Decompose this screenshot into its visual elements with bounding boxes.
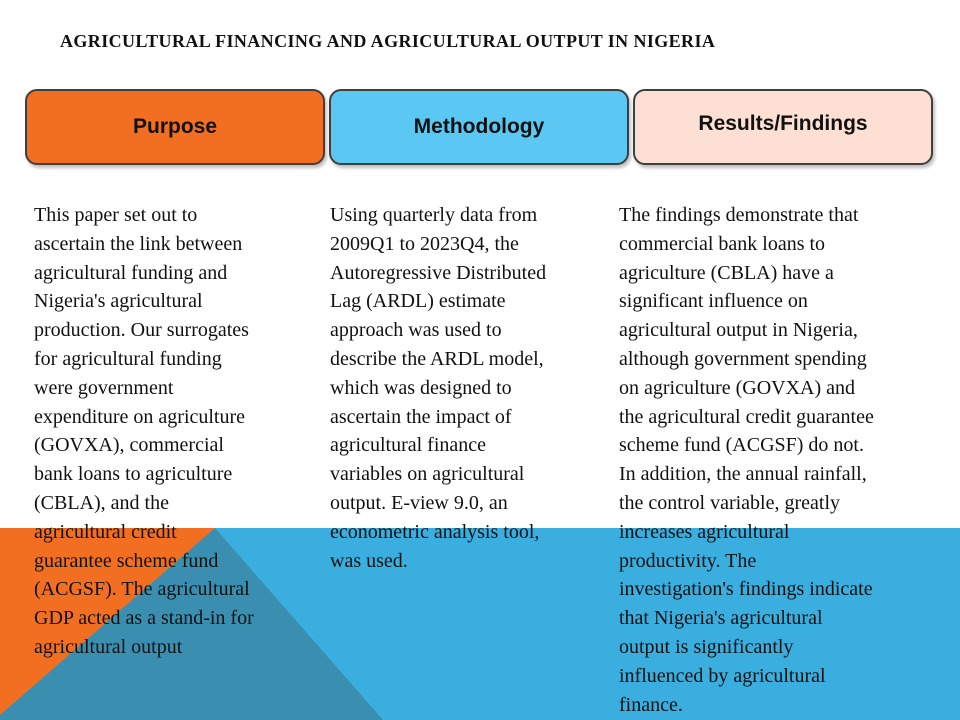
purpose-header-box: Purpose: [25, 89, 325, 165]
results-header-label: Results/Findings: [698, 112, 868, 135]
results-text: The findings demonstrate that commercial…: [619, 204, 874, 716]
methodology-header-label: Methodology: [413, 115, 545, 138]
methodology-text: Using quarterly data from 2009Q1 to 2023…: [330, 204, 547, 572]
results-header-box: Results/Findings: [633, 89, 933, 165]
purpose-header-label: Purpose: [132, 115, 218, 138]
slide-title: AGRICULTURAL FINANCING AND AGRICULTURAL …: [60, 31, 716, 51]
methodology-header-box: Methodology: [329, 89, 629, 165]
purpose-text: This paper set out to ascertain the link…: [34, 204, 254, 658]
teal-triangle: [0, 528, 383, 720]
